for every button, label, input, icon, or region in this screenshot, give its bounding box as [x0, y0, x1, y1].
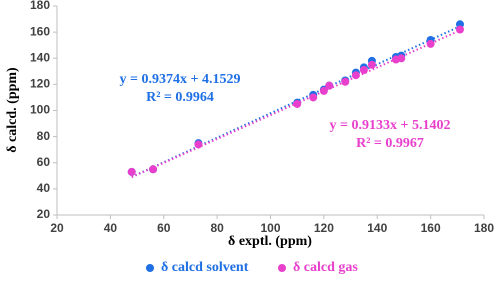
point [367, 60, 376, 69]
trendline-equation: y = 0.9374x + 4.1529 [120, 72, 241, 87]
y-tick-label: 180 [30, 0, 50, 12]
x-tick-label: 180 [474, 221, 494, 235]
point [149, 165, 158, 174]
point [351, 71, 360, 80]
point [127, 167, 136, 176]
y-tick-label: 40 [37, 181, 51, 195]
legend-label: δ calcd solvent [161, 260, 249, 275]
x-tick-label: 100 [260, 221, 280, 235]
x-tick-label: 80 [210, 221, 224, 235]
point [397, 54, 406, 63]
point [455, 25, 464, 34]
legend-marker [146, 264, 154, 272]
trendline-r2: R² = 0.9964 [146, 90, 214, 105]
point [309, 93, 318, 102]
y-axis-title: δ calcd. (ppm) [5, 67, 20, 153]
legend-marker [278, 264, 286, 272]
x-tick-label: 120 [314, 221, 334, 235]
point [426, 39, 435, 48]
x-tick-label: 20 [50, 221, 64, 235]
x-tick-label: 40 [104, 221, 118, 235]
point [359, 66, 368, 75]
point [341, 77, 350, 86]
y-tick-label: 60 [37, 155, 51, 169]
y-tick-label: 80 [37, 129, 51, 143]
trendline-r2: R² = 0.9967 [356, 136, 424, 151]
y-tick-label: 140 [30, 50, 50, 64]
point [319, 86, 328, 95]
y-tick-label: 160 [30, 24, 50, 38]
y-tick-label: 120 [30, 77, 50, 91]
point [293, 99, 302, 108]
y-tick-label: 20 [37, 207, 51, 221]
x-tick-label: 140 [367, 221, 387, 235]
trendline-equation: y = 0.9133x + 5.1402 [330, 118, 451, 133]
point [325, 81, 334, 90]
y-tick-label: 100 [30, 103, 50, 117]
x-tick-label: 160 [421, 221, 441, 235]
x-tick-label: 60 [157, 221, 171, 235]
x-axis-title: δ exptl. (ppm) [228, 234, 312, 249]
point [194, 140, 203, 149]
legend-label: δ calcd gas [293, 260, 358, 275]
